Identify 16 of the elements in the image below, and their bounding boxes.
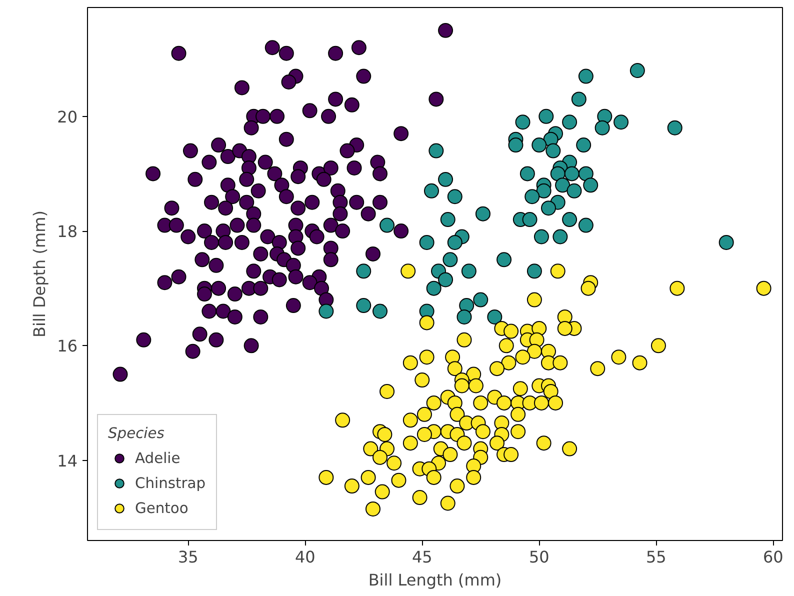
x-tick-label: 35 bbox=[178, 548, 198, 566]
x-tick-label: 50 bbox=[528, 548, 550, 566]
y-tick-label: 16 bbox=[57, 336, 78, 356]
legend-title: Species bbox=[108, 425, 166, 442]
y-axis-title: Bill Depth (mm) bbox=[30, 210, 50, 338]
y-tick-label: 18 bbox=[57, 222, 78, 242]
x-tick-label: 55 bbox=[646, 548, 666, 566]
x-tick-label: 45 bbox=[412, 548, 432, 566]
x-tick-label: 60 bbox=[762, 548, 784, 566]
y-tick-label: 14 bbox=[57, 451, 78, 470]
legend-label: Adelie bbox=[135, 450, 180, 466]
x-tick-label: 40 bbox=[294, 548, 316, 566]
y-tick-label: 20 bbox=[57, 107, 78, 126]
x-axis-title: Bill Length (mm) bbox=[368, 570, 502, 590]
legend-label: Gentoo bbox=[135, 500, 188, 516]
legend-label: Chinstrap bbox=[135, 474, 206, 492]
